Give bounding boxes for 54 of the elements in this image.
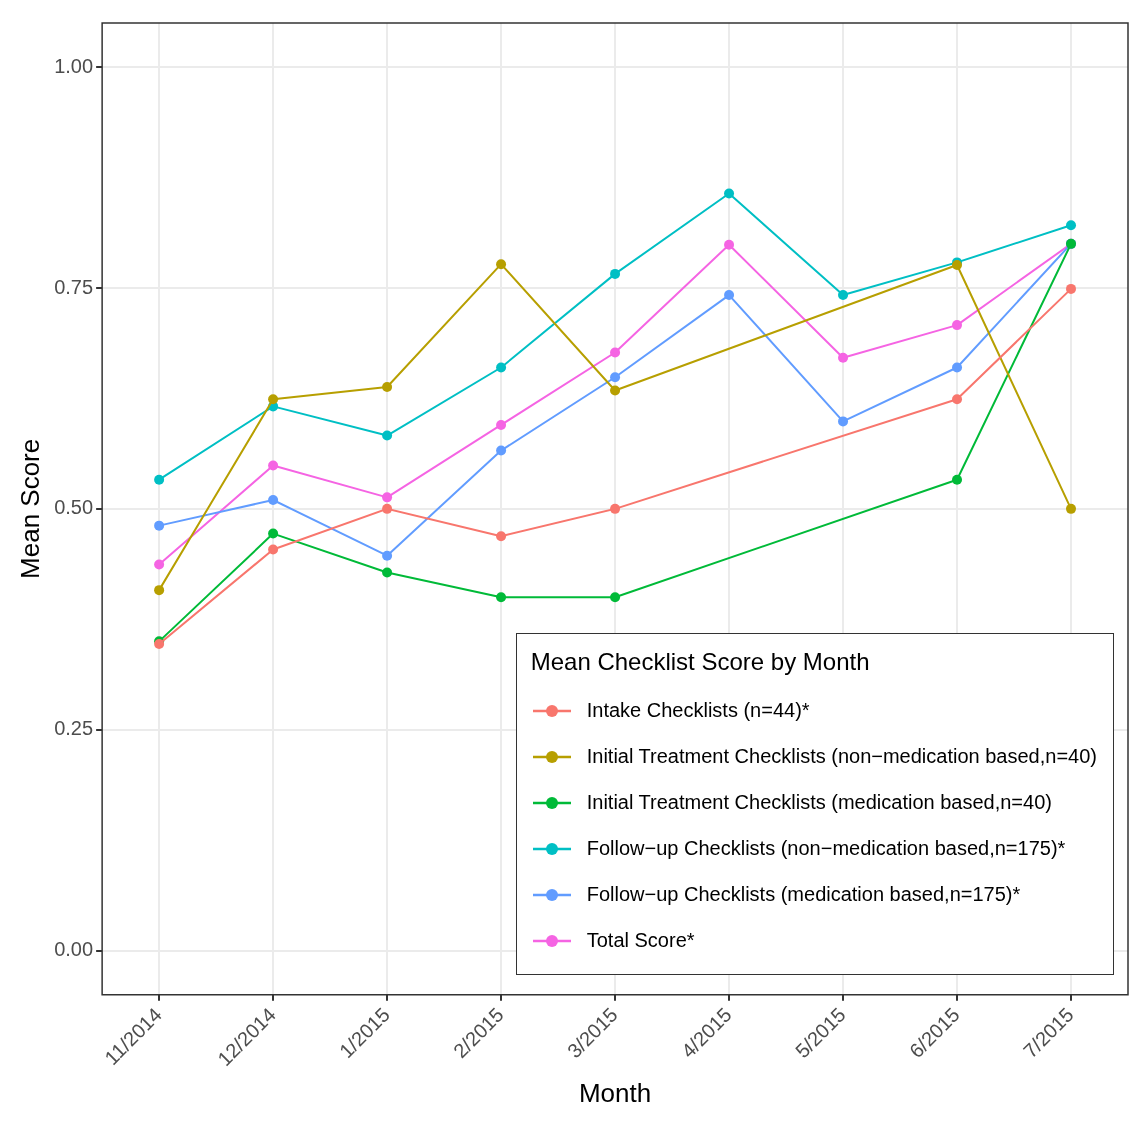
point: [610, 347, 621, 358]
point: [724, 239, 735, 250]
point: [1066, 220, 1077, 231]
point: [724, 188, 735, 199]
point: [496, 259, 507, 270]
point: [382, 550, 393, 561]
point: [382, 430, 393, 441]
point: [610, 385, 621, 396]
legend-label: Follow−up Checklists (non−medication based,n=175)*: [586, 837, 1066, 861]
point: [838, 352, 849, 363]
point: [496, 362, 507, 373]
point: [268, 544, 279, 555]
point: [1066, 503, 1077, 514]
y-tick-label: 0.75: [54, 275, 94, 298]
legend-label: Initial Treatment Checklists (medication based,n=40): [586, 791, 1052, 815]
point: [154, 474, 165, 485]
point: [382, 567, 393, 578]
point: [382, 381, 393, 392]
point: [496, 419, 507, 430]
point: [382, 503, 393, 514]
x-axis-title: Month: [578, 1077, 652, 1108]
point: [268, 394, 279, 405]
point: [610, 592, 621, 603]
legend-title: Mean Checklist Score by Month: [530, 647, 871, 676]
point: [382, 492, 393, 503]
y-tick-label: 0.50: [54, 496, 94, 519]
point: [154, 520, 165, 531]
point: [952, 394, 963, 405]
y-tick-label: 1.00: [54, 54, 94, 77]
y-tick-label: 0.25: [54, 717, 94, 740]
point: [268, 460, 279, 471]
point: [268, 528, 279, 539]
point: [952, 320, 963, 331]
legend-label: Intake Checklists (n=44)*: [586, 699, 810, 723]
point: [838, 290, 849, 301]
legend-label: Total Score*: [586, 929, 695, 953]
point: [838, 416, 849, 427]
point: [610, 268, 621, 279]
point: [952, 474, 963, 485]
point: [154, 559, 165, 570]
point: [496, 531, 507, 542]
point: [268, 495, 279, 506]
point: [496, 445, 507, 456]
legend-label: Initial Treatment Checklists (non−medication based,n=40): [586, 745, 1097, 769]
point: [610, 503, 621, 514]
point: [724, 290, 735, 301]
point: [610, 372, 621, 383]
y-tick-label: 0.00: [54, 938, 94, 961]
point: [1066, 283, 1077, 294]
point: [154, 585, 165, 596]
point: [952, 362, 963, 373]
y-axis-title: Mean Score: [14, 438, 45, 579]
point: [496, 592, 507, 603]
legend-label: Follow−up Checklists (medication based,n=175)*: [586, 883, 1021, 907]
